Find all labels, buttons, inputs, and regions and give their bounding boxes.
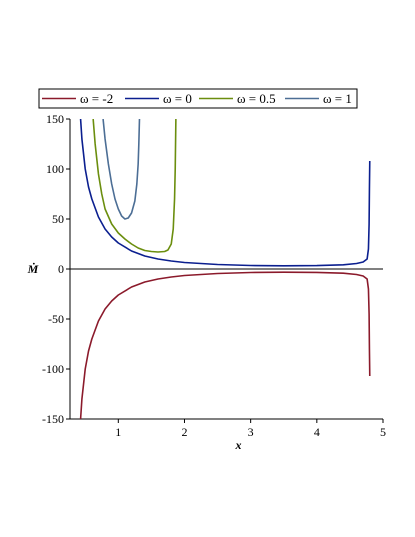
y-tick-label: -150 xyxy=(42,412,64,426)
legend-label-2: ω = 0.5 xyxy=(237,91,276,106)
x-tick-label: 2 xyxy=(181,425,187,439)
series-layer xyxy=(79,119,371,419)
series-line-1 xyxy=(79,119,371,267)
series-line-2 xyxy=(92,119,177,253)
axes: 1 2 3 4 5 -150 -100 -50 0 50 100 150 xyxy=(42,112,386,439)
legend-label-3: ω = 1 xyxy=(323,91,352,106)
y-tick-label: 150 xyxy=(46,112,64,126)
x-axis-label: x xyxy=(235,438,242,452)
legend-box xyxy=(38,88,358,109)
x-tick-label: 1 xyxy=(115,425,121,439)
series-line-3 xyxy=(102,119,141,220)
x-tick-label: 4 xyxy=(314,425,320,439)
y-tick-label: 0 xyxy=(58,262,64,276)
legend-label-0: ω = -2 xyxy=(80,91,113,106)
y-axis-label: Ṁ xyxy=(27,262,39,276)
legend-label-1: ω = 0 xyxy=(163,91,192,106)
series-line-0 xyxy=(79,271,371,419)
y-tick-label: -100 xyxy=(42,362,64,376)
x-tick-label: 3 xyxy=(248,425,254,439)
legend: ω = -2 ω = 0 ω = 0.5 ω = 1 xyxy=(38,88,358,109)
y-tick-label: 100 xyxy=(46,162,64,176)
x-tick-label: 5 xyxy=(380,425,386,439)
y-tick-label: 50 xyxy=(52,212,64,226)
y-tick-label: -50 xyxy=(48,312,64,326)
